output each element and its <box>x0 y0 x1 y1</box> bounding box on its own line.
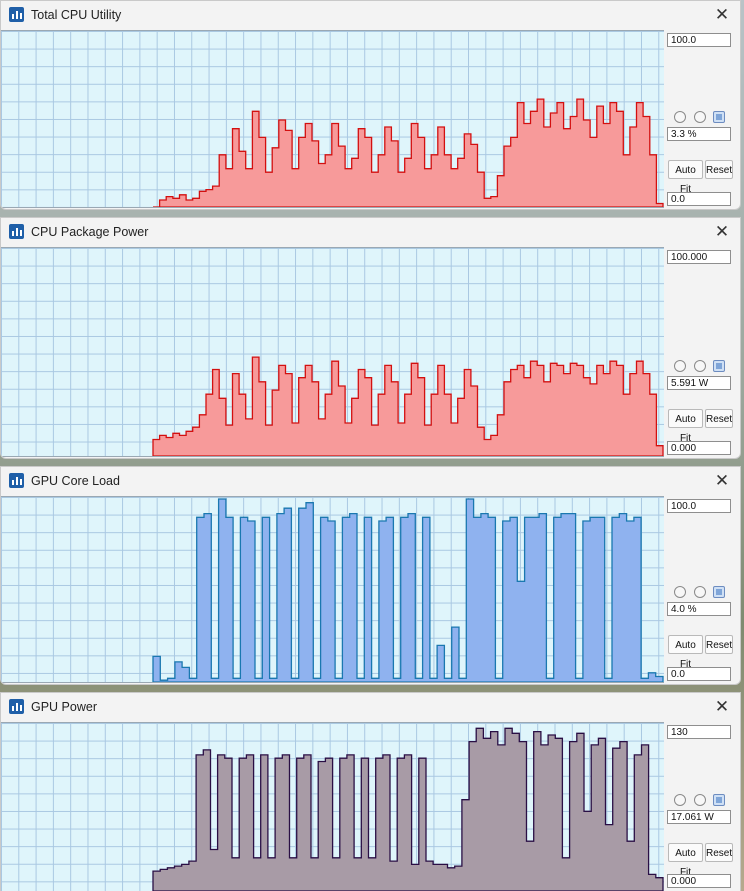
option-radio-1[interactable] <box>674 794 686 806</box>
auto-fit-button[interactable]: Auto Fit <box>668 160 703 195</box>
close-icon[interactable]: ✕ <box>714 471 730 490</box>
hwinfo-app-icon <box>9 699 24 714</box>
hwinfo-app-icon <box>9 473 24 488</box>
max-value-box[interactable]: 100.0 <box>667 499 731 513</box>
option-radio-1[interactable] <box>674 586 686 598</box>
window-title: GPU Power <box>31 700 97 714</box>
option-checkbox[interactable] <box>713 360 725 372</box>
auto-fit-button[interactable]: Auto Fit <box>668 635 703 670</box>
min-value-box[interactable]: 0.000 <box>667 874 731 888</box>
sensor-window-cpu-package-power: CPU Package Power ✕ 100.000 5.591 W Auto… <box>0 217 741 459</box>
option-radio-2[interactable] <box>694 794 706 806</box>
graph-area <box>1 30 664 208</box>
sensor-window-gpu-power: GPU Power ✕ 130 17.061 W Auto Fit Reset … <box>0 692 741 891</box>
reset-button[interactable]: Reset <box>705 409 733 428</box>
graph-svg <box>153 98 664 207</box>
option-radio-1[interactable] <box>674 360 686 372</box>
title-bar[interactable]: GPU Core Load ✕ <box>1 467 740 495</box>
sensor-window-gpu-core-load: GPU Core Load ✕ 100.0 4.0 % Auto Fit Res… <box>0 466 741 685</box>
current-value-box: 4.0 % <box>667 602 731 616</box>
current-value-box: 3.3 % <box>667 127 731 141</box>
graph-svg <box>152 498 664 682</box>
current-value-box: 17.061 W <box>667 810 731 824</box>
sensor-window-cpu-utility: Total CPU Utility ✕ 100.0 3.3 % Auto Fit… <box>0 0 741 210</box>
title-bar[interactable]: Total CPU Utility ✕ <box>1 1 740 29</box>
series-area <box>152 727 664 891</box>
window-title: CPU Package Power <box>31 225 149 239</box>
hwinfo-app-icon <box>9 7 24 22</box>
title-bar[interactable]: CPU Package Power ✕ <box>1 218 740 246</box>
graph-svg <box>152 727 664 891</box>
min-value-box[interactable]: 0.0 <box>667 667 731 681</box>
option-checkbox[interactable] <box>713 794 725 806</box>
close-icon[interactable]: ✕ <box>714 5 730 24</box>
max-value-box[interactable]: 100.000 <box>667 250 731 264</box>
series-area <box>153 98 664 207</box>
graph-area <box>1 247 664 457</box>
auto-fit-button[interactable]: Auto Fit <box>668 409 703 444</box>
reset-button[interactable]: Reset <box>705 843 733 862</box>
series-area <box>152 498 664 682</box>
option-radio-2[interactable] <box>694 360 706 372</box>
window-title: Total CPU Utility <box>31 8 122 22</box>
graph-area <box>1 722 664 891</box>
graph-area <box>1 496 664 683</box>
window-title: GPU Core Load <box>31 474 120 488</box>
title-bar[interactable]: GPU Power ✕ <box>1 693 740 721</box>
reset-button[interactable]: Reset <box>705 635 733 654</box>
max-value-box[interactable]: 130 <box>667 725 731 739</box>
hwinfo-app-icon <box>9 224 24 239</box>
option-radio-1[interactable] <box>674 111 686 123</box>
series-area <box>152 356 664 456</box>
reset-button[interactable]: Reset <box>705 160 733 179</box>
min-value-box[interactable]: 0.0 <box>667 192 731 206</box>
current-value-box: 5.591 W <box>667 376 731 390</box>
graph-svg <box>152 356 664 456</box>
option-checkbox[interactable] <box>713 586 725 598</box>
max-value-box[interactable]: 100.0 <box>667 33 731 47</box>
option-radio-2[interactable] <box>694 111 706 123</box>
option-radio-2[interactable] <box>694 586 706 598</box>
auto-fit-button[interactable]: Auto Fit <box>668 843 703 878</box>
close-icon[interactable]: ✕ <box>714 697 730 716</box>
option-checkbox[interactable] <box>713 111 725 123</box>
close-icon[interactable]: ✕ <box>714 222 730 241</box>
min-value-box[interactable]: 0.000 <box>667 441 731 455</box>
